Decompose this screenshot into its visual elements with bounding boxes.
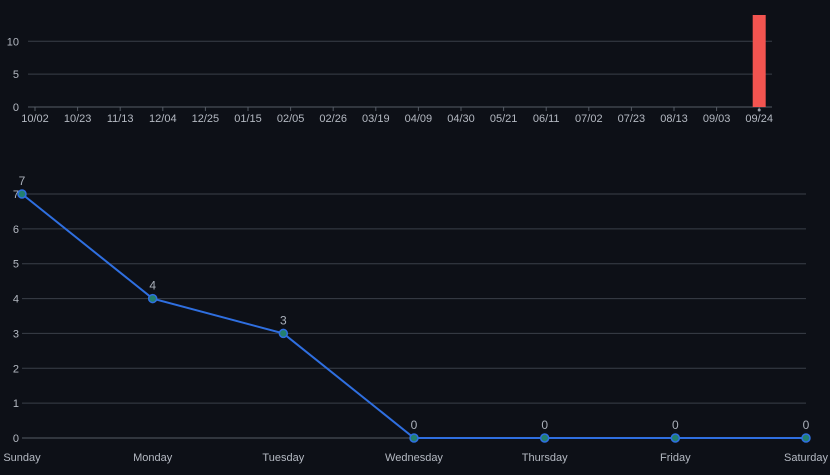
bar	[752, 15, 766, 107]
bar-y-tick-label: 10	[7, 36, 19, 48]
bar-x-tick-label: 07/23	[618, 113, 646, 125]
bar-x-tick-label: 09/24	[745, 113, 773, 125]
bar-x-tick-label: 09/03	[703, 113, 731, 125]
line-y-tick-label: 7	[13, 189, 19, 201]
line-x-tick-label: Friday	[660, 452, 691, 464]
bar-x-tick-label: 10/02	[21, 113, 49, 125]
line-x-tick-label: Sunday	[3, 452, 41, 464]
bar-x-tick-label: 02/26	[319, 113, 347, 125]
line-data-label: 4	[149, 279, 156, 293]
line-point	[147, 293, 158, 304]
line-x-tick-label: Wednesday	[385, 452, 443, 464]
line-x-tick-label: Thursday	[522, 452, 568, 464]
bar-tick-dot	[757, 108, 761, 112]
line-y-tick-label: 5	[13, 259, 19, 271]
line-point	[801, 433, 811, 443]
line-point	[278, 328, 289, 339]
bar-y-tick-label: 5	[13, 69, 19, 81]
bar-x-tick-label: 04/09	[405, 113, 433, 125]
bar-x-tick-label: 04/30	[447, 113, 475, 125]
bar-x-tick-label: 06/11	[533, 113, 560, 125]
bar-x-tick-label: 12/04	[149, 113, 177, 125]
line-y-tick-label: 3	[13, 328, 19, 340]
line-data-label: 7	[19, 174, 26, 188]
line-point	[670, 433, 681, 443]
line-y-tick-label: 6	[13, 224, 19, 236]
line-y-tick-label: 2	[13, 363, 19, 375]
bar-x-tick-label: 02/05	[277, 113, 305, 125]
line-point	[409, 433, 419, 443]
bar-x-tick-label: 10/23	[64, 113, 92, 125]
line-data-label: 0	[541, 418, 548, 432]
line-x-tick-label: Monday	[133, 452, 173, 464]
line-data-label: 0	[803, 418, 810, 432]
line-y-tick-label: 1	[13, 398, 19, 410]
line-data-label: 0	[672, 418, 679, 432]
bar-x-tick-label: 07/02	[575, 113, 603, 125]
line-series	[21, 193, 806, 439]
bar-x-tick-label: 05/21	[490, 113, 518, 125]
line-y-tick-label: 4	[13, 294, 19, 306]
line-y-tick-label: 0	[13, 433, 19, 445]
line-x-tick-label: Tuesday	[262, 452, 304, 464]
bar-x-tick-label: 01/15	[234, 113, 262, 125]
weekly-bar-chart: 0 5 10 10/02 10/23 11/13 12/04 12/25 01/15 02/05 0…	[7, 15, 773, 125]
bar-x-tick-label: 11/13	[107, 113, 134, 125]
line-data-label: 3	[280, 313, 287, 327]
line-data-label: 0	[411, 418, 418, 432]
line-point	[539, 433, 550, 443]
bar-y-tick-label: 0	[13, 102, 19, 114]
bar-x-tick-label: 03/19	[362, 113, 390, 125]
bar-x-tick-label: 08/13	[660, 113, 688, 125]
weekday-line-chart: 0 1 2 3 4 5 6 7 Sunday Monday Tuesday Wednesday Thur…	[3, 174, 828, 464]
bar-x-tick-label: 12/25	[192, 113, 220, 125]
line-point	[17, 189, 27, 199]
line-x-tick-label: Saturday	[784, 452, 829, 464]
